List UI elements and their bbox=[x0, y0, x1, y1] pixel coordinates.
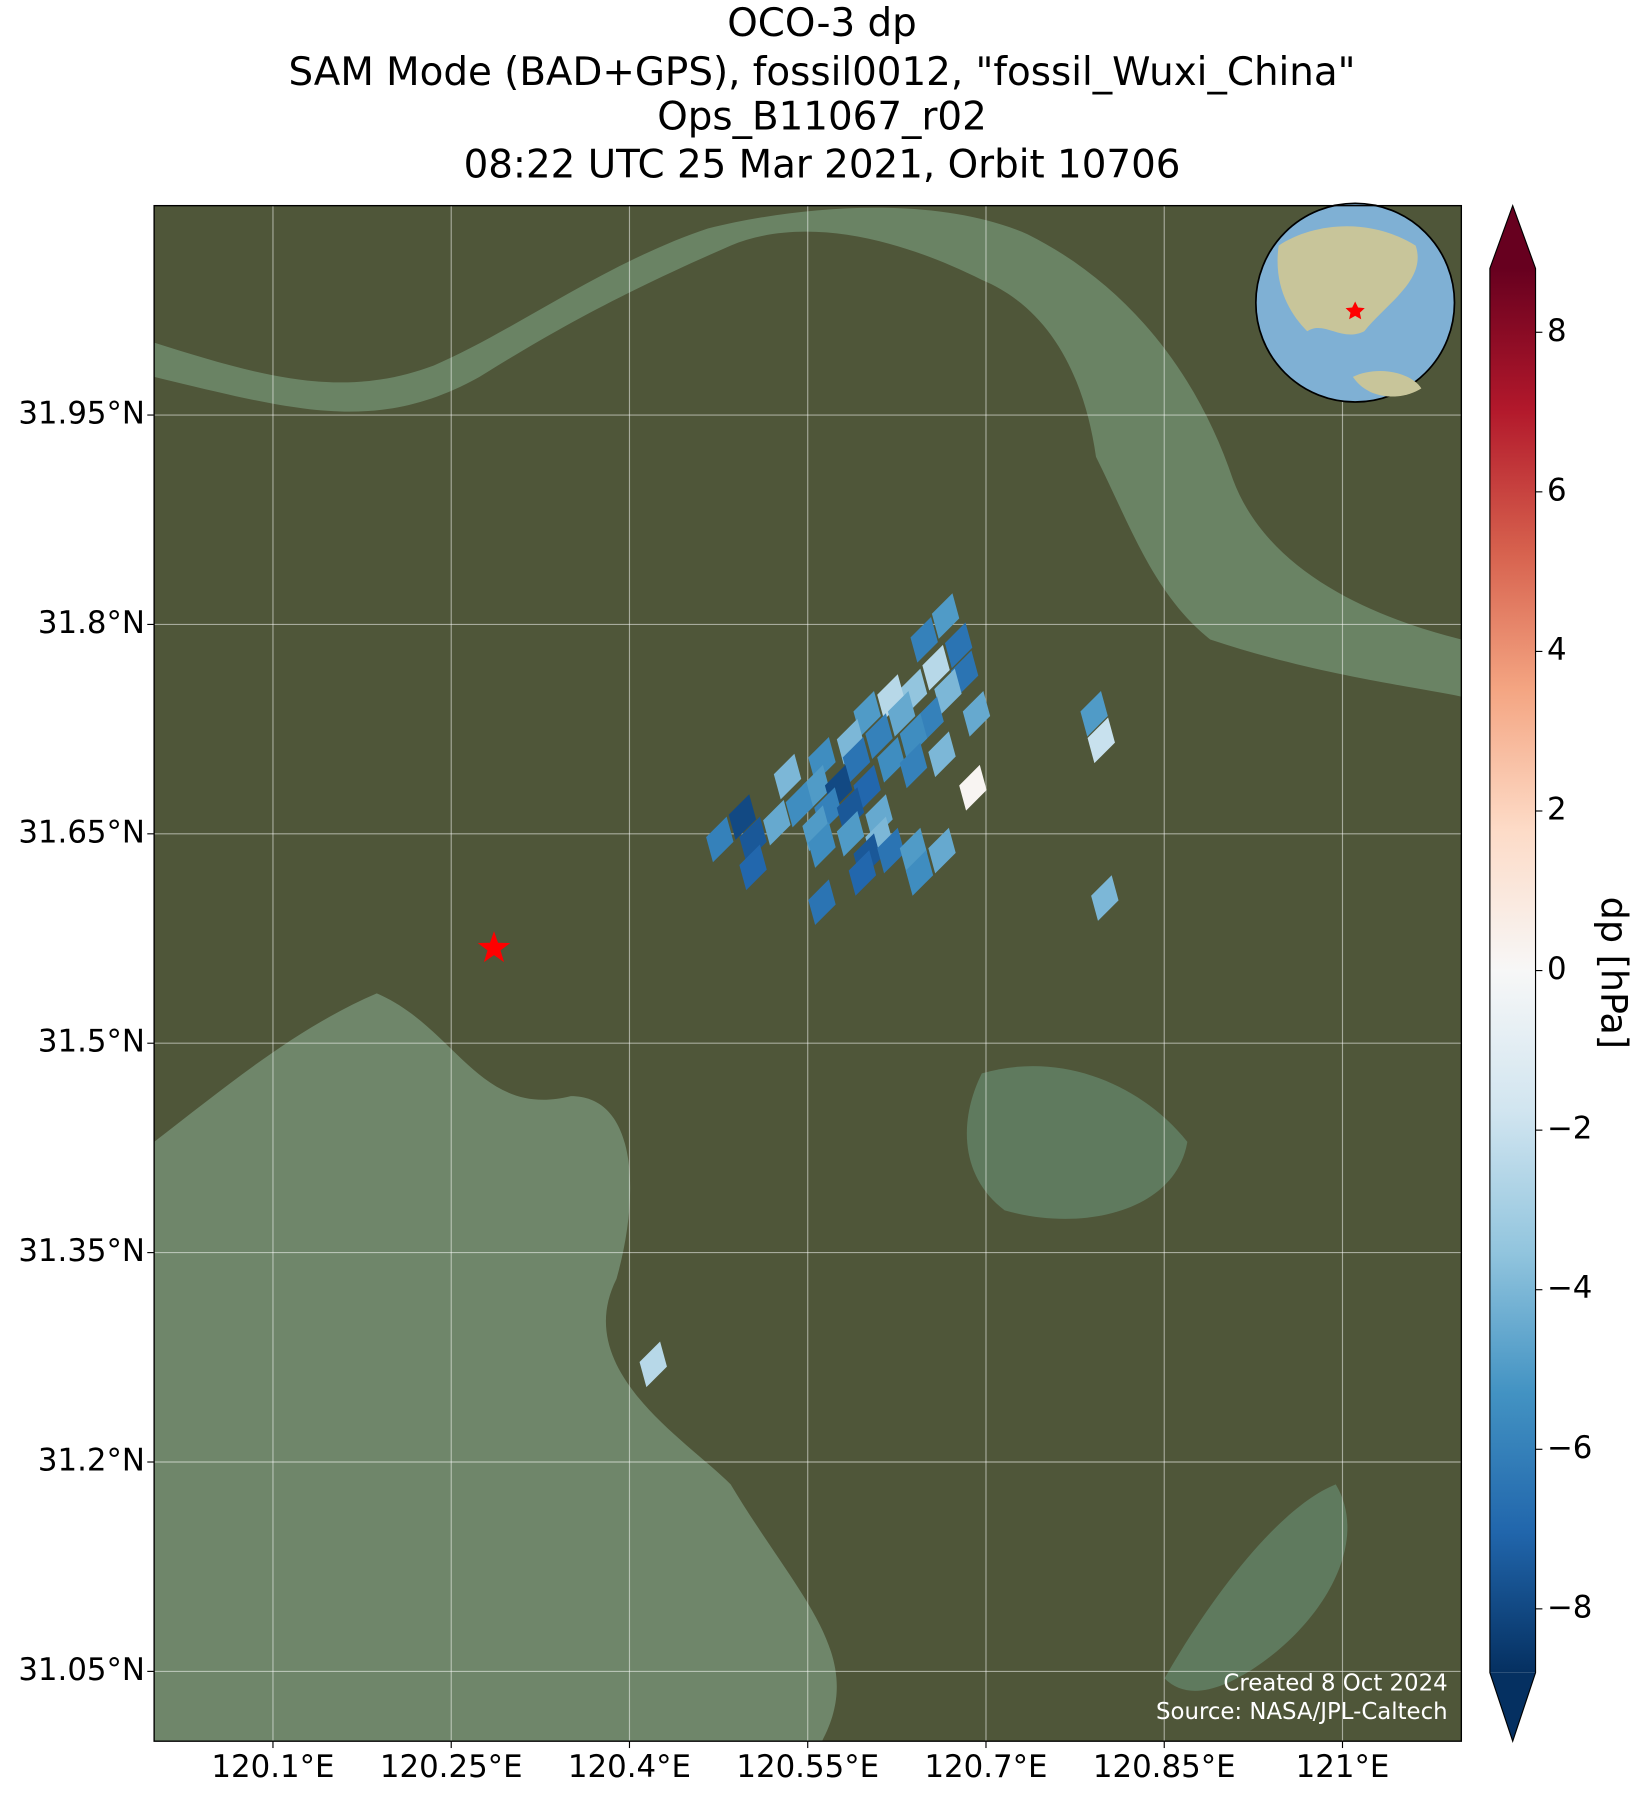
map-frame bbox=[153, 204, 1463, 1742]
grid-layer bbox=[147, 205, 1462, 1749]
footprint bbox=[853, 690, 881, 737]
footprint bbox=[910, 616, 938, 663]
colorbar-body bbox=[1489, 268, 1536, 1673]
colorbar-tick-label: 8 bbox=[1547, 313, 1567, 349]
footprint bbox=[887, 690, 916, 737]
title-line: 08:22 UTC 25 Mar 2021, Orbit 10706 bbox=[464, 142, 1181, 187]
footprint bbox=[1087, 717, 1115, 764]
footprint bbox=[763, 799, 791, 846]
footprint bbox=[928, 827, 956, 874]
footprint bbox=[739, 816, 767, 863]
colorbar-tick-label: 6 bbox=[1547, 472, 1567, 508]
title-line: SAM Mode (BAD+GPS), fossil0012, "fossil_… bbox=[288, 50, 1355, 95]
title-line: OCO-3 dp bbox=[727, 1, 917, 46]
colorbar: −8 −6 −4 −2 0 2 4 6 8 dp [hPa] bbox=[1489, 203, 1636, 1743]
footprint bbox=[1091, 875, 1119, 921]
footprint bbox=[959, 764, 987, 811]
credit-text: Created 8 Oct 2024 bbox=[1223, 1671, 1447, 1697]
footprint bbox=[922, 644, 950, 691]
credit-text: Source: NASA/JPL-Caltech bbox=[1156, 1699, 1448, 1725]
footprint bbox=[899, 742, 928, 789]
footprint bbox=[836, 810, 865, 857]
footprint bbox=[944, 622, 973, 669]
footprint bbox=[934, 668, 962, 715]
footprint-layer bbox=[477, 593, 1119, 1388]
colorbar-tick-label: 4 bbox=[1547, 632, 1567, 668]
footprint bbox=[905, 850, 934, 896]
footprint bbox=[865, 713, 893, 759]
y-tick-label: 31.8°N bbox=[38, 605, 145, 641]
footprint bbox=[739, 844, 767, 891]
footprint bbox=[877, 737, 905, 783]
footprint bbox=[877, 674, 905, 720]
footprint bbox=[808, 822, 836, 868]
colorbar-tick-label: −8 bbox=[1547, 1589, 1592, 1625]
colorbar-label: dp [hPa] bbox=[1593, 897, 1636, 1049]
colorbar-frame bbox=[1489, 203, 1537, 1743]
target-star bbox=[477, 931, 511, 963]
x-tick-label: 120.25°E bbox=[380, 1749, 523, 1785]
y-tick-label: 31.5°N bbox=[38, 1024, 145, 1060]
footprint bbox=[899, 827, 928, 874]
colorbar-tick-label: −6 bbox=[1547, 1430, 1592, 1466]
title-line: Ops_B11067_r02 bbox=[657, 94, 987, 139]
footprint bbox=[962, 690, 991, 737]
x-tick-label: 120.55°E bbox=[736, 1749, 879, 1785]
footprint bbox=[1080, 690, 1108, 737]
footprint bbox=[848, 850, 877, 896]
x-tick-label: 121°E bbox=[1296, 1749, 1390, 1785]
colorbar-extend bbox=[1489, 205, 1536, 269]
footprint bbox=[773, 753, 802, 800]
footprint bbox=[836, 787, 865, 833]
colorbar-extend bbox=[1489, 1672, 1536, 1742]
footprint bbox=[802, 805, 830, 852]
x-tick-label: 120.85°E bbox=[1093, 1749, 1236, 1785]
footprint bbox=[836, 718, 865, 765]
colorbar-tick-label: 0 bbox=[1547, 951, 1567, 987]
footprint bbox=[931, 593, 960, 639]
footprint bbox=[728, 794, 757, 840]
colorbar-tick-label: −4 bbox=[1547, 1270, 1592, 1306]
footprint bbox=[808, 879, 836, 926]
y-tick-label: 31.95°N bbox=[18, 396, 145, 432]
footprint bbox=[877, 827, 905, 874]
x-tick-label: 120.4°E bbox=[568, 1749, 691, 1785]
footprint bbox=[639, 1341, 667, 1388]
footprint bbox=[928, 731, 956, 778]
footprint bbox=[808, 737, 836, 783]
y-tick-label: 31.65°N bbox=[18, 814, 145, 850]
footprint bbox=[706, 816, 734, 863]
y-tick-label: 31.2°N bbox=[38, 1443, 145, 1479]
y-tick-label: 31.35°N bbox=[18, 1233, 145, 1269]
footprint bbox=[842, 737, 871, 783]
y-tick-label: 31.05°N bbox=[18, 1652, 145, 1688]
footprint bbox=[899, 713, 928, 759]
inset-globe bbox=[1254, 202, 1456, 403]
footprint bbox=[785, 781, 814, 828]
x-tick-label: 120.7°E bbox=[924, 1749, 1047, 1785]
colorbar-tick-label: −2 bbox=[1547, 1111, 1592, 1147]
footprint bbox=[865, 794, 893, 840]
x-tick-label: 120.1°E bbox=[211, 1749, 334, 1785]
colorbar-tick-label: 2 bbox=[1547, 791, 1567, 827]
